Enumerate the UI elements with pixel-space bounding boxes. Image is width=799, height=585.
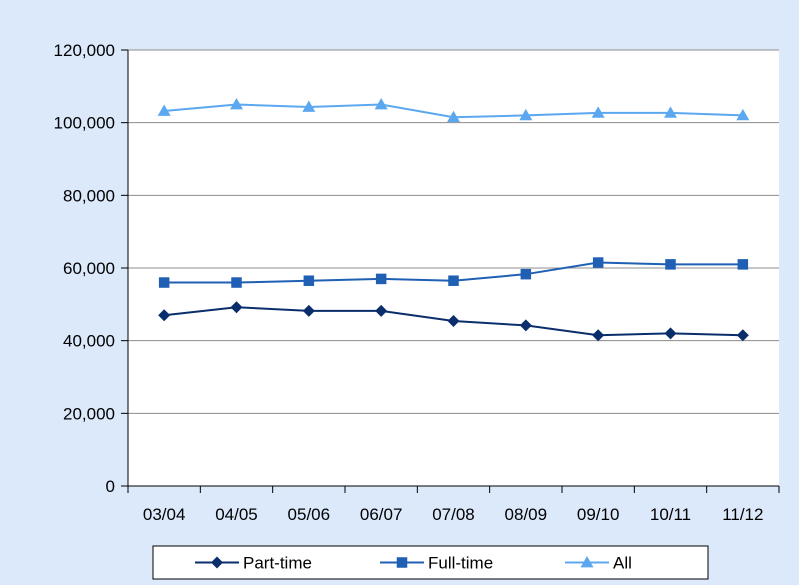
data-point-part-time bbox=[736, 329, 749, 342]
axes bbox=[121, 49, 780, 493]
data-point-part-time bbox=[158, 309, 171, 322]
y-tick-label: 60,000 bbox=[63, 259, 115, 278]
legend-item-full-time: Full-time bbox=[380, 554, 493, 573]
data-point-full-time bbox=[665, 259, 676, 270]
data-point-all bbox=[519, 108, 533, 121]
x-tick-label: 04/05 bbox=[215, 505, 258, 524]
data-point-part-time bbox=[230, 301, 243, 314]
data-point-part-time bbox=[592, 329, 605, 342]
data-point-all bbox=[157, 104, 171, 116]
y-tick-label: 0 bbox=[106, 477, 115, 496]
y-tick-label: 40,000 bbox=[63, 332, 115, 351]
x-tick-label: 10/11 bbox=[650, 505, 691, 524]
x-tick-label: 09/10 bbox=[577, 505, 620, 524]
y-tick-label: 100,000 bbox=[54, 114, 115, 133]
data-point-full-time bbox=[158, 277, 170, 288]
gridlines bbox=[128, 49, 779, 414]
data-point-full-time bbox=[303, 275, 315, 286]
data-point-part-time bbox=[519, 319, 532, 332]
x-tick-label: 06/07 bbox=[360, 505, 403, 524]
data-point-all bbox=[374, 98, 388, 110]
data-point-all bbox=[664, 106, 677, 118]
y-tick-label: 120,000 bbox=[54, 41, 115, 60]
x-tick-label: 08/09 bbox=[505, 505, 548, 524]
x-tick-label: 07/08 bbox=[432, 505, 475, 524]
y-tick-label: 80,000 bbox=[63, 186, 115, 205]
legend-item-part-time: Part-time bbox=[195, 554, 312, 573]
legend-marker-all bbox=[580, 556, 594, 568]
data-point-part-time bbox=[375, 304, 388, 317]
data-point-all bbox=[230, 98, 243, 110]
data-point-full-time bbox=[520, 268, 532, 280]
y-tick-label: 20,000 bbox=[63, 404, 115, 423]
legend: Part-time Full-time All bbox=[152, 545, 709, 580]
legend-box bbox=[152, 545, 709, 580]
legend-marker-full-time bbox=[396, 557, 408, 568]
series-layer bbox=[157, 98, 750, 342]
data-point-part-time bbox=[447, 315, 460, 328]
x-tick-label: 11/12 bbox=[722, 505, 763, 524]
data-point-full-time bbox=[737, 259, 749, 270]
data-point-full-time bbox=[375, 273, 387, 285]
legend-label: Full-time bbox=[428, 554, 493, 573]
x-tick-label: 05/06 bbox=[288, 505, 331, 524]
data-point-all bbox=[302, 100, 316, 112]
legend-marker-part-time bbox=[211, 556, 223, 569]
data-point-all bbox=[447, 110, 460, 123]
series-all bbox=[157, 98, 750, 123]
data-point-all bbox=[591, 106, 605, 118]
x-tick-label: 03/04 bbox=[143, 505, 186, 524]
series-part-time bbox=[158, 301, 749, 342]
legend-label: All bbox=[613, 554, 632, 573]
data-point-full-time bbox=[448, 275, 459, 286]
data-point-all bbox=[736, 108, 750, 121]
data-point-full-time bbox=[231, 277, 242, 288]
legend-label: Part-time bbox=[243, 554, 312, 573]
data-point-part-time bbox=[664, 327, 677, 340]
data-point-part-time bbox=[302, 304, 315, 317]
series-full-time bbox=[158, 257, 749, 288]
data-point-full-time bbox=[592, 257, 604, 268]
y-axis-labels: 0 20,000 40,000 60,000 80,000 100,000 120,000 bbox=[54, 41, 115, 496]
x-axis-labels: 03/04 04/05 05/06 06/07 07/08 08/09 09/10 10/11… bbox=[143, 505, 764, 524]
legend-item-all: All bbox=[565, 554, 632, 573]
